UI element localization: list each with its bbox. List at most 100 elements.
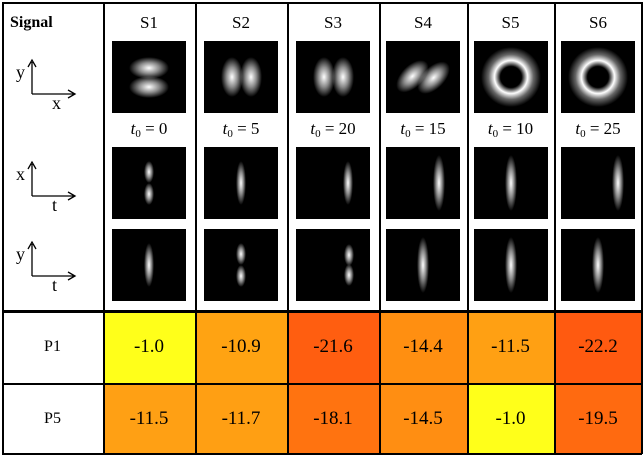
signal-group [417,237,429,293]
signal-image [386,229,460,301]
signal-image [112,41,186,113]
signal-blob [144,183,154,205]
signal-label: Signal [10,14,53,31]
value-cell: -14.5 [379,383,467,454]
axis-arrows [27,58,77,99]
signal-blob [396,60,429,93]
column-label: S5 [501,13,520,32]
t0-subscript: 0 [580,128,586,140]
signal-plot [433,155,445,211]
t0-equals: = [585,119,604,138]
t0-value: 15 [428,119,446,138]
axis-vertical-label: y [16,244,25,264]
signal-blob [144,161,154,183]
signal-blob [433,155,445,211]
row-label-cell: P5 [2,383,103,454]
signal-plot [236,161,246,205]
column-header: S1 [103,13,195,33]
axis-horizontal-label: x [52,93,61,113]
signal-blob [313,57,335,97]
grid-line-horizontal [2,453,642,455]
value-text: -21.6 [313,335,353,357]
column-header: S3 [287,13,379,33]
signal-group [612,155,624,211]
value-text: -11.7 [221,407,261,429]
t0-equals: = [232,119,251,138]
signal-group [505,155,517,211]
signal-group [396,60,450,94]
t0-value: 20 [338,119,356,138]
signal-image [474,229,548,301]
t0-label: t0 = 5 [195,119,287,140]
column-label: S1 [140,13,158,32]
t0-symbol: t [487,119,493,138]
value-cell: -11.7 [195,383,287,454]
grid-line-vertical [103,2,105,454]
signal-blob [240,57,262,97]
t0-symbol: t [222,119,228,138]
signal-image [561,229,635,301]
grid-line-horizontal [2,310,642,313]
column-header: S5 [467,13,554,33]
signal-image [204,41,278,113]
column-header: S4 [379,13,467,33]
signal-blob [236,161,246,205]
value-cell: -11.5 [103,383,195,454]
signal-image [386,147,460,219]
value-cell: -22.2 [554,310,642,383]
value-cell: -18.1 [287,383,379,454]
column-header: S2 [195,13,287,33]
t0-symbol: t [130,119,136,138]
signal-image [561,147,635,219]
value-text: -11.5 [491,335,530,357]
row-label: P1 [44,337,61,355]
signal-image [204,229,278,301]
signal-blob [343,161,353,205]
value-cell: -1.0 [103,310,195,383]
t0-subscript: 0 [227,128,233,140]
column-label: S6 [589,13,607,32]
signal-plot [505,237,517,293]
t0-label: t0 = 20 [287,119,379,140]
signal-plot [612,155,624,211]
signal-group [343,161,353,205]
signal-blob [236,265,246,287]
column-label: S2 [232,13,250,32]
signal-ring [481,47,541,107]
value-cell: -21.6 [287,310,379,383]
signal-plot [344,244,354,286]
signal-blob [129,76,169,98]
signal-plot [592,237,604,293]
signal-blob [221,57,243,97]
signal-plot [144,161,154,205]
axis-arrows [27,240,77,281]
signal-plot [417,237,429,293]
axis-arrow-path [27,240,77,281]
value-text: -14.4 [403,335,443,357]
signal-plot [481,47,541,107]
column-label: S3 [324,13,342,32]
signal-blob [344,244,354,266]
signal-blob [505,237,517,293]
signal-group [505,237,517,293]
value-cell: -10.9 [195,310,287,383]
signal-image [296,41,370,113]
signal-image [204,147,278,219]
value-text: -18.1 [313,407,353,429]
signal-plot [144,243,154,287]
signal-image [561,41,635,113]
value-text: -14.5 [403,407,443,429]
row-label: P5 [44,409,61,427]
value-text: -1.0 [133,335,165,357]
t0-subscript: 0 [492,128,499,140]
signal-header: Signal [10,14,53,32]
t0-label: t0 = 25 [554,119,642,140]
grid-line-horizontal [2,2,642,4]
signal-plot [505,155,517,211]
t0-label: t0 = 10 [467,119,554,140]
signal-plot [221,57,262,97]
